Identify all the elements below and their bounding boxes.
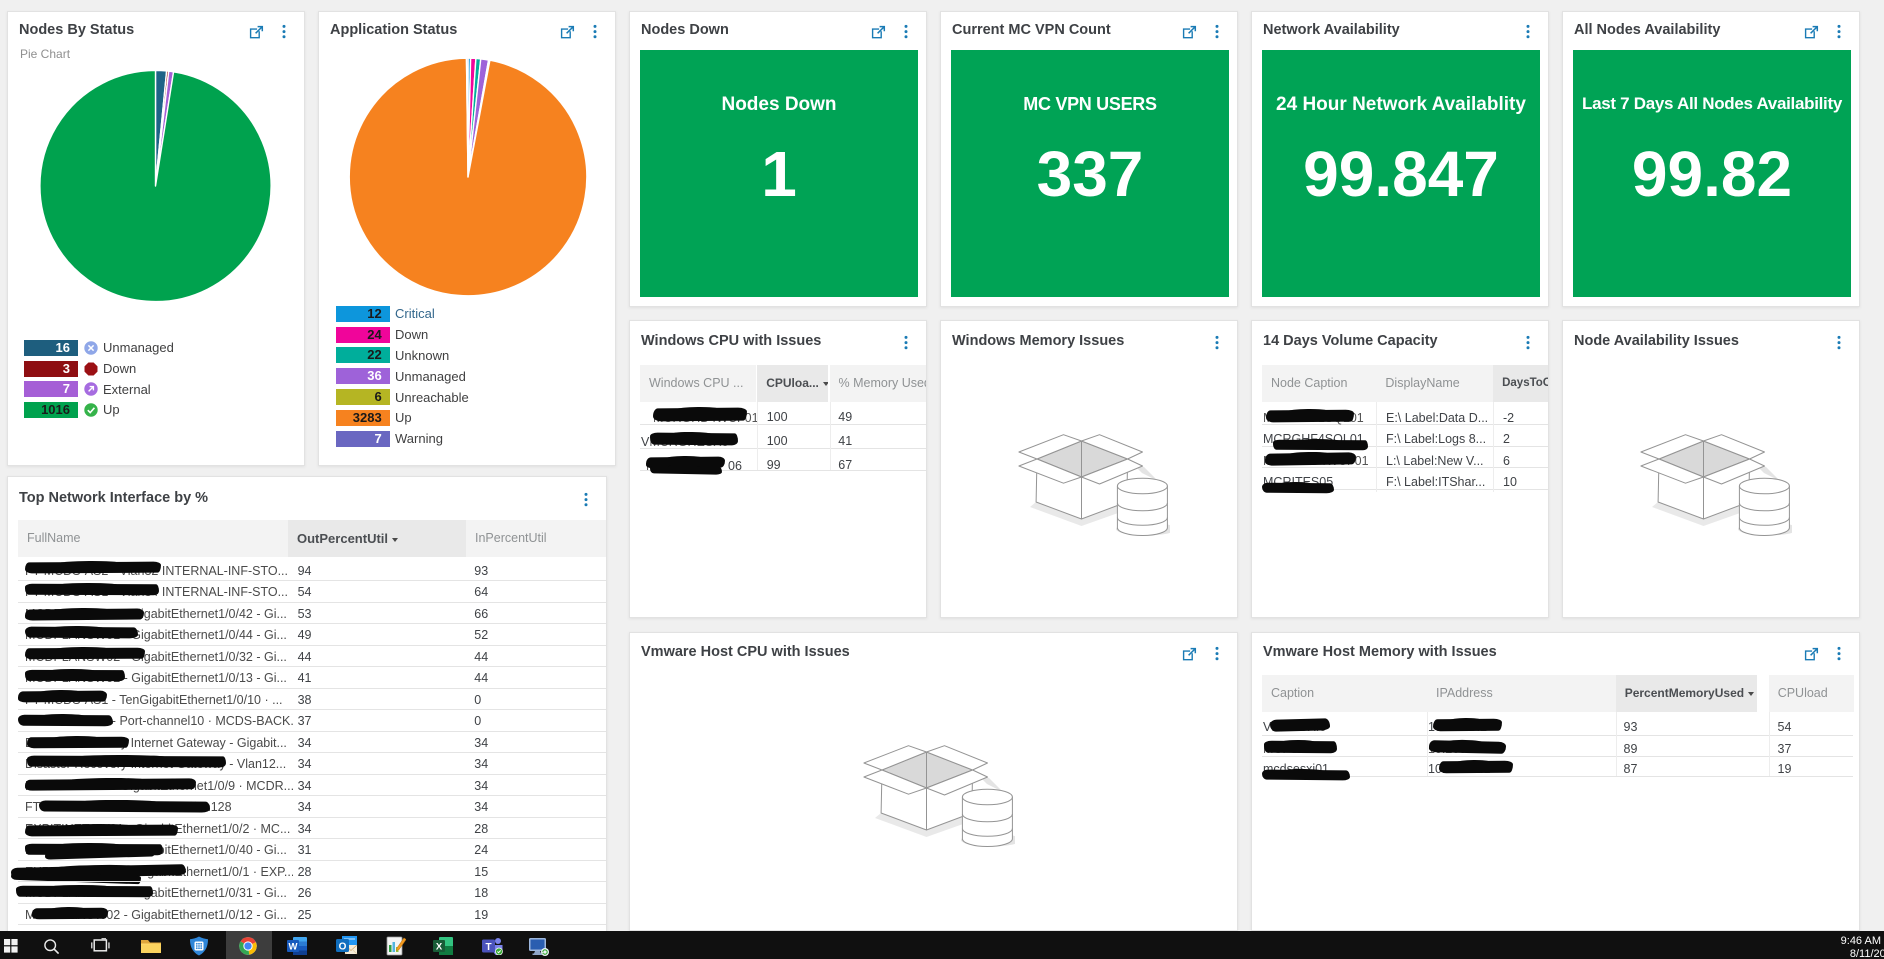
svg-text:T: T [485,942,491,953]
svg-text:X: X [436,942,443,953]
svg-text:W: W [289,942,298,953]
svg-text:O: O [339,941,347,952]
